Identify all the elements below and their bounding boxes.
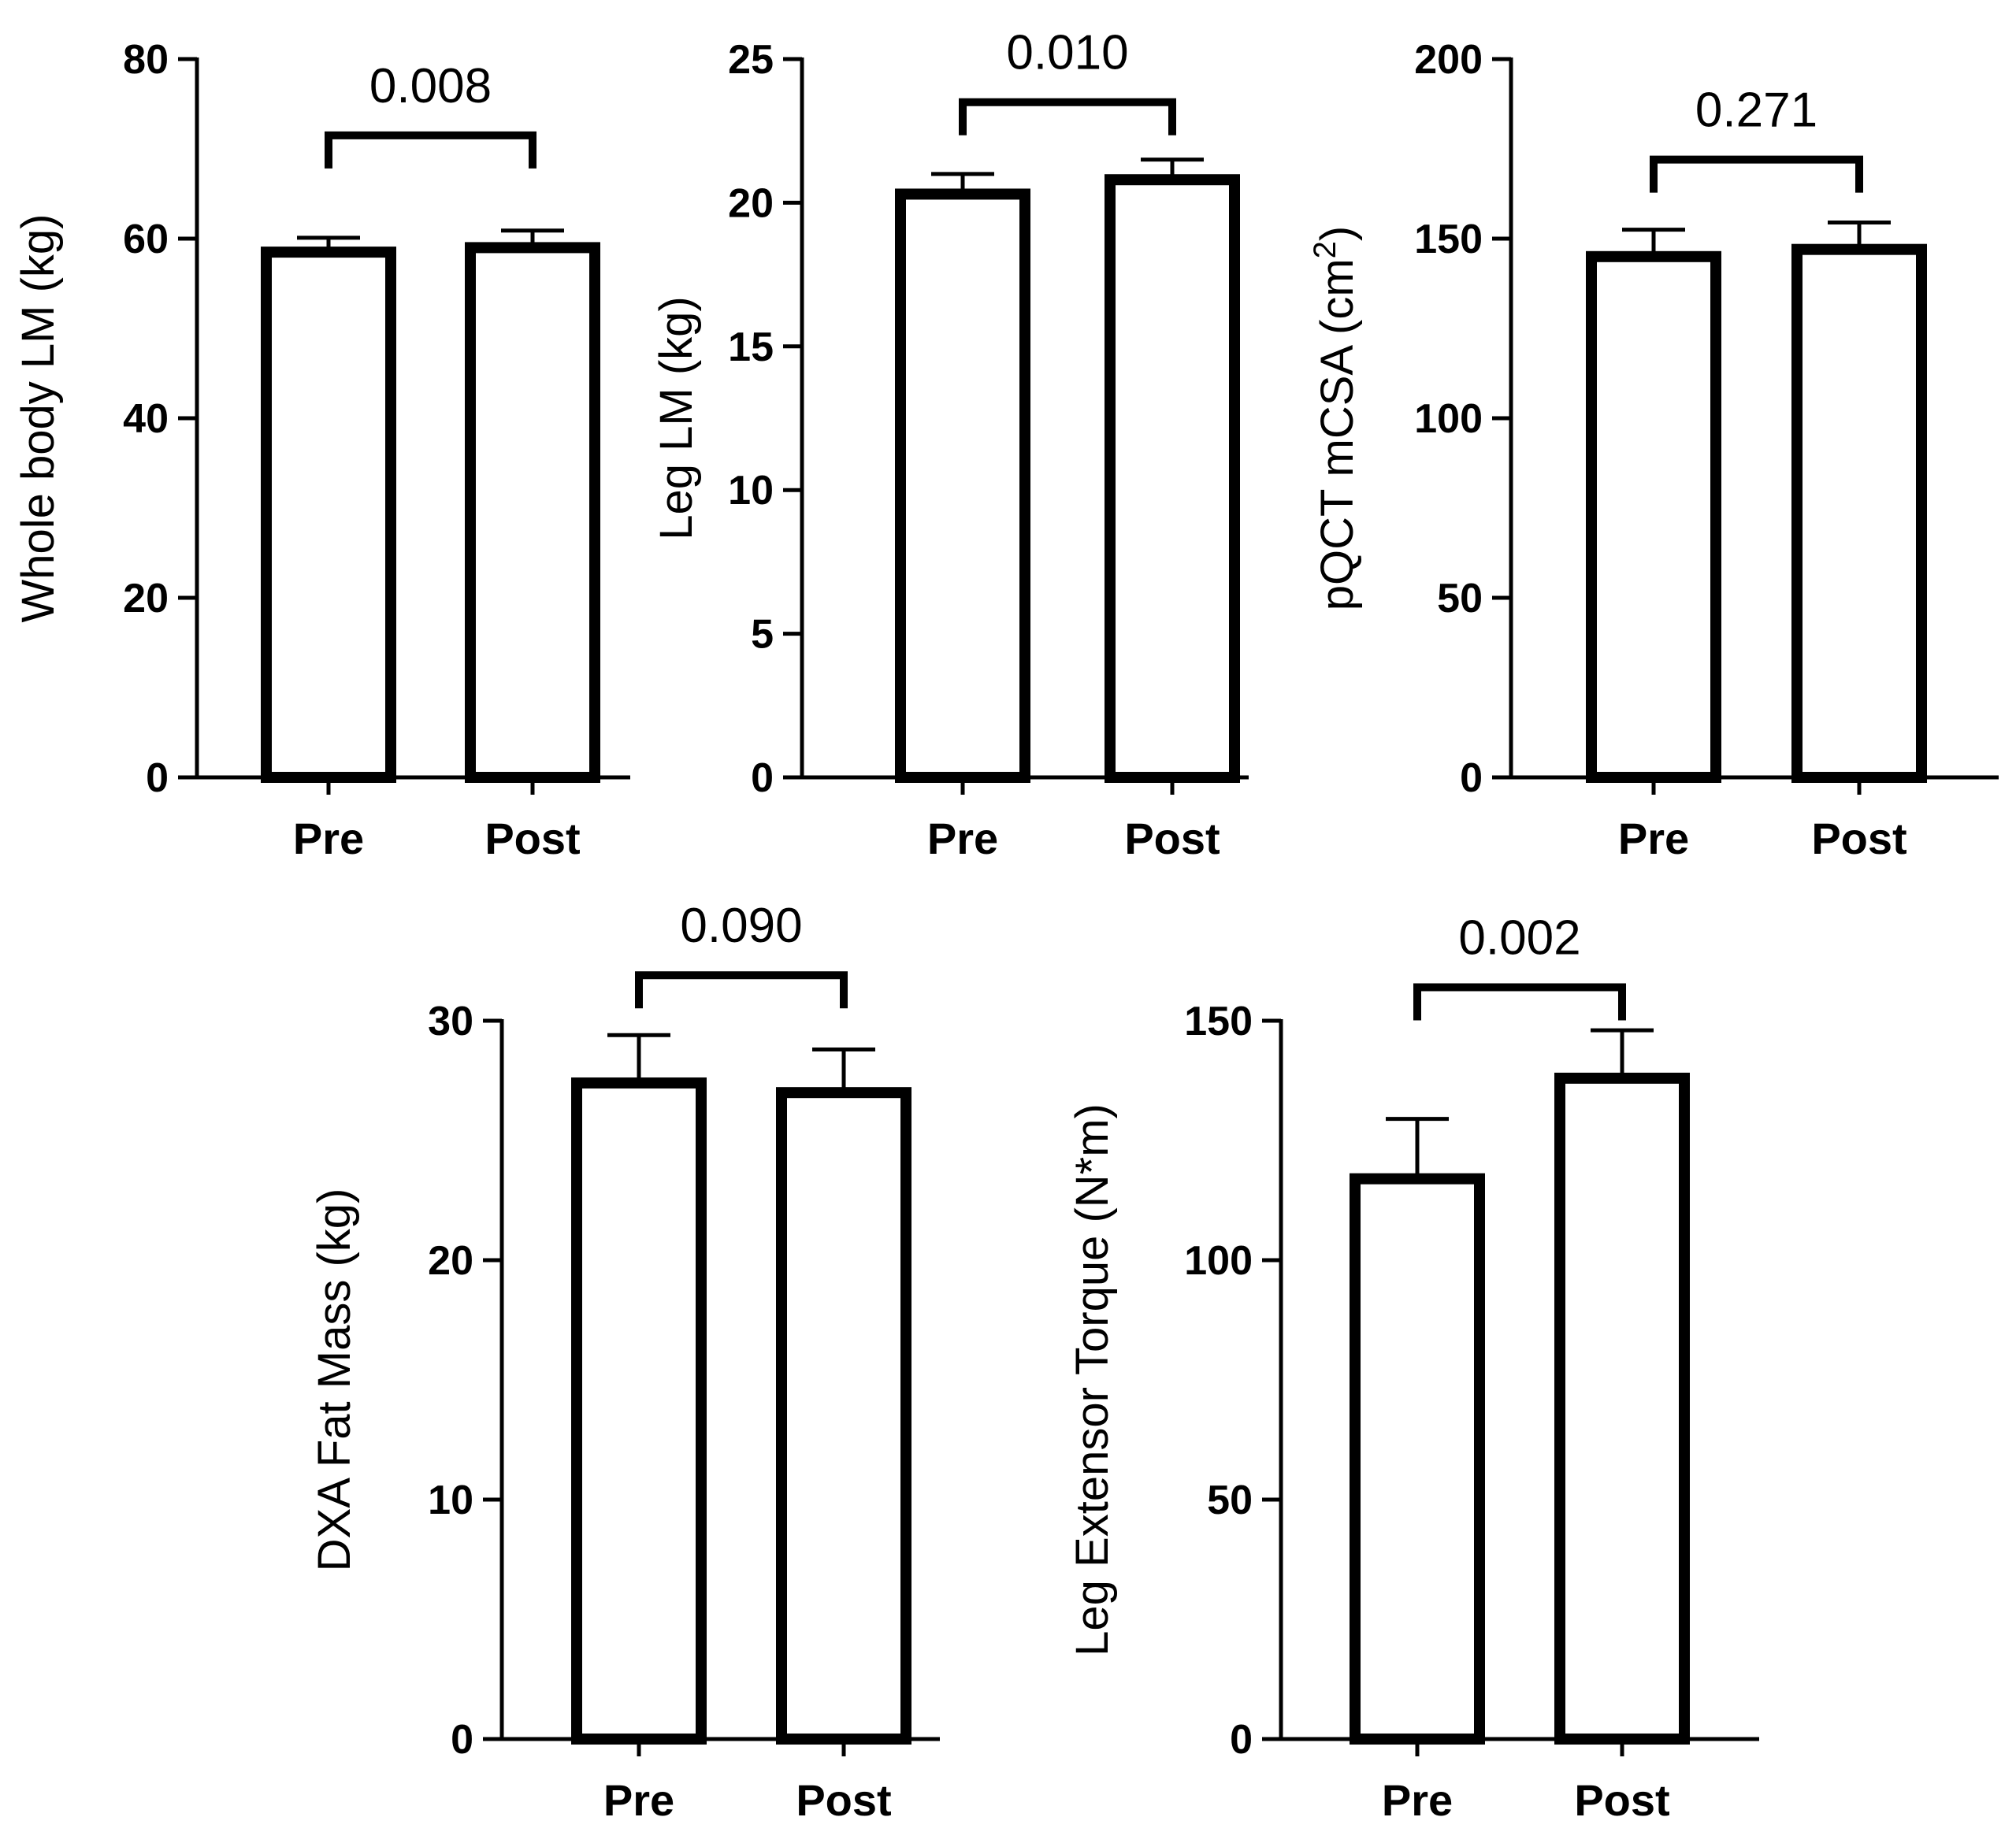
y-tick-label: 100 <box>1414 396 1483 442</box>
bar-post <box>465 242 600 783</box>
y-tick-label: 0 <box>751 755 774 801</box>
y-tick-label: 50 <box>1207 1478 1253 1523</box>
chart-panel-1: 0 20 40 60 80 Whole body LM (kg) Pre Post 0.008 <box>13 37 630 863</box>
bar-pre <box>1586 250 1721 783</box>
y-tick-label: 30 <box>428 999 473 1044</box>
significance-bracket <box>325 131 536 169</box>
x-category-label: Post <box>1811 814 1906 863</box>
y-tick-label: 40 <box>123 396 169 442</box>
bar-post <box>1105 174 1240 783</box>
bar-post <box>1791 243 1927 783</box>
x-category-label: Post <box>485 814 580 863</box>
p-value-label: 0.010 <box>1006 26 1128 80</box>
bar-pre <box>571 1077 707 1745</box>
x-category-label: Pre <box>927 814 998 863</box>
bar-post <box>1554 1072 1690 1745</box>
p-value-label: 0.002 <box>1458 910 1580 965</box>
y-tick-label: 0 <box>146 755 169 801</box>
y-tick-label: 20 <box>728 180 774 226</box>
y-tick-label: 80 <box>123 37 169 83</box>
y-tick-label: 20 <box>428 1238 473 1284</box>
x-category-label: Post <box>1124 814 1220 863</box>
bar-pre <box>895 188 1030 783</box>
p-value-label: 0.090 <box>680 899 802 953</box>
p-value-label: 0.008 <box>369 59 492 113</box>
y-tick-label: 60 <box>123 217 169 262</box>
significance-bracket <box>635 971 848 1009</box>
y-tick-label: 15 <box>728 324 774 370</box>
y-tick-label: 25 <box>728 37 774 83</box>
x-category-label: Post <box>1574 1775 1669 1825</box>
chart-panel-2: 0 5 10 15 20 25 Leg LM (kg) Pre Post 0.010 <box>651 26 1249 863</box>
x-category-label: Post <box>796 1775 891 1825</box>
y-axis-title: Whole body LM (kg) <box>13 214 64 623</box>
significance-bracket <box>959 98 1176 135</box>
x-category-label: Pre <box>603 1775 674 1825</box>
x-category-label: Pre <box>1618 814 1689 863</box>
y-tick-label: 200 <box>1414 37 1483 83</box>
y-axis-title-end: ) <box>1312 226 1363 241</box>
y-tick-label: 0 <box>451 1717 473 1763</box>
y-tick-label: 20 <box>123 576 169 621</box>
y-tick-label: 150 <box>1184 999 1253 1044</box>
bar-post <box>776 1087 911 1745</box>
y-tick-label: 100 <box>1184 1238 1253 1284</box>
y-tick-label: 10 <box>428 1478 473 1523</box>
x-category-label: Pre <box>1382 1775 1453 1825</box>
bar-pre <box>261 247 396 784</box>
y-tick-label: 50 <box>1437 576 1483 621</box>
y-tick-label: 5 <box>751 612 774 658</box>
y-tick-label: 10 <box>728 468 774 514</box>
chart-panel-4: 0 10 20 30 DXA Fat Mass (kg) Pre Post 0.090 <box>309 899 940 1825</box>
x-category-label: Pre <box>293 814 364 863</box>
chart-panel-5: 0 50 100 150 Leg Extensor Torque (N*m) Pre Pos… <box>1067 910 1759 1825</box>
significance-bracket <box>1413 983 1626 1021</box>
y-tick-label: 150 <box>1414 217 1483 262</box>
y-tick-label: 0 <box>1230 1717 1253 1763</box>
y-axis-title: DXA Fat Mass (kg) <box>309 1188 360 1572</box>
bar-pre <box>1350 1173 1485 1745</box>
significance-bracket <box>1650 155 1863 193</box>
y-axis-title: Leg Extensor Torque (N*m) <box>1067 1103 1118 1656</box>
y-axis-title-superscript: 2 <box>1308 241 1342 258</box>
y-axis-title: Leg LM (kg) <box>651 296 702 540</box>
y-axis-title: pQCT mCSA (cm2) <box>1308 226 1363 610</box>
chart-panel-3: 0 50 100 150 200 pQCT mCSA (cm2) Pre Post 0.271 <box>1308 37 1999 863</box>
p-value-label: 0.271 <box>1695 83 1817 138</box>
y-tick-label: 0 <box>1460 755 1483 801</box>
